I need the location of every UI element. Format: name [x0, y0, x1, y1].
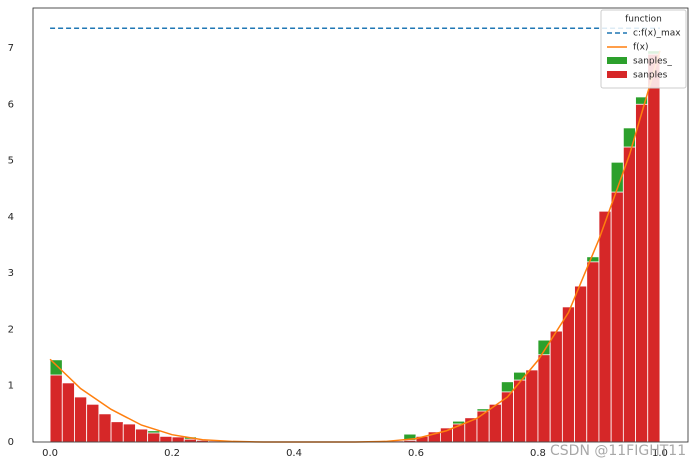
legend-swatch [607, 57, 627, 64]
histogram-bar [561, 306, 575, 443]
legend-title: function [625, 15, 662, 25]
histogram-bar [598, 210, 612, 443]
histogram-bar [525, 369, 539, 443]
x-tick-label: 0.0 [42, 448, 58, 459]
histogram-bar [622, 146, 636, 443]
x-tick-label: 0.2 [164, 448, 180, 459]
y-tick-label: 4 [8, 212, 14, 223]
y-tick-label: 6 [8, 99, 14, 110]
histogram-bar [635, 103, 649, 443]
histogram-bar [122, 423, 136, 443]
histogram-bar [452, 423, 466, 443]
x-tick-label: 0.8 [530, 448, 546, 459]
histogram-bar [159, 435, 173, 443]
histogram-bar [586, 261, 600, 443]
plot-frame [32, 7, 689, 443]
y-tick-label: 2 [8, 324, 14, 335]
histogram-bar [537, 354, 551, 443]
histogram-bar [610, 191, 624, 443]
histogram-bar [549, 330, 563, 443]
histogram-bar [61, 382, 75, 443]
histogram-bar [49, 374, 63, 443]
histogram-bar [98, 413, 112, 443]
histogram-bar [147, 432, 161, 443]
histogram-bar [647, 53, 661, 443]
y-tick-label: 7 [8, 43, 14, 54]
y-tick-label: 3 [8, 268, 14, 279]
histogram-bar [574, 285, 588, 443]
histogram-bar [513, 379, 527, 443]
histogram-bar [183, 438, 197, 443]
histogram-bar [171, 436, 185, 443]
legend-label: f(x) [633, 43, 649, 53]
histogram-bar [86, 403, 100, 443]
legend-label: sanples [633, 71, 668, 81]
histogram-bar [135, 428, 149, 443]
x-tick-label: 0.4 [286, 448, 302, 459]
x-tick-label: 1.0 [652, 448, 668, 459]
histogram-bar [476, 410, 490, 443]
y-tick-label: 0 [8, 437, 14, 448]
x-tick-label: 0.6 [408, 448, 424, 459]
legend-label: c:f(x)_max [633, 29, 681, 39]
y-tick-label: 5 [8, 156, 14, 167]
watermark: CSDN @11FIGHT11 [550, 443, 686, 459]
histogram-bar [488, 403, 502, 443]
histogram-bar [110, 421, 124, 443]
y-tick-label: 1 [8, 381, 14, 392]
histogram-bar [74, 396, 88, 443]
legend-swatch [607, 71, 627, 78]
legend-label: sanples_ [633, 57, 672, 67]
legend-box [600, 9, 687, 89]
